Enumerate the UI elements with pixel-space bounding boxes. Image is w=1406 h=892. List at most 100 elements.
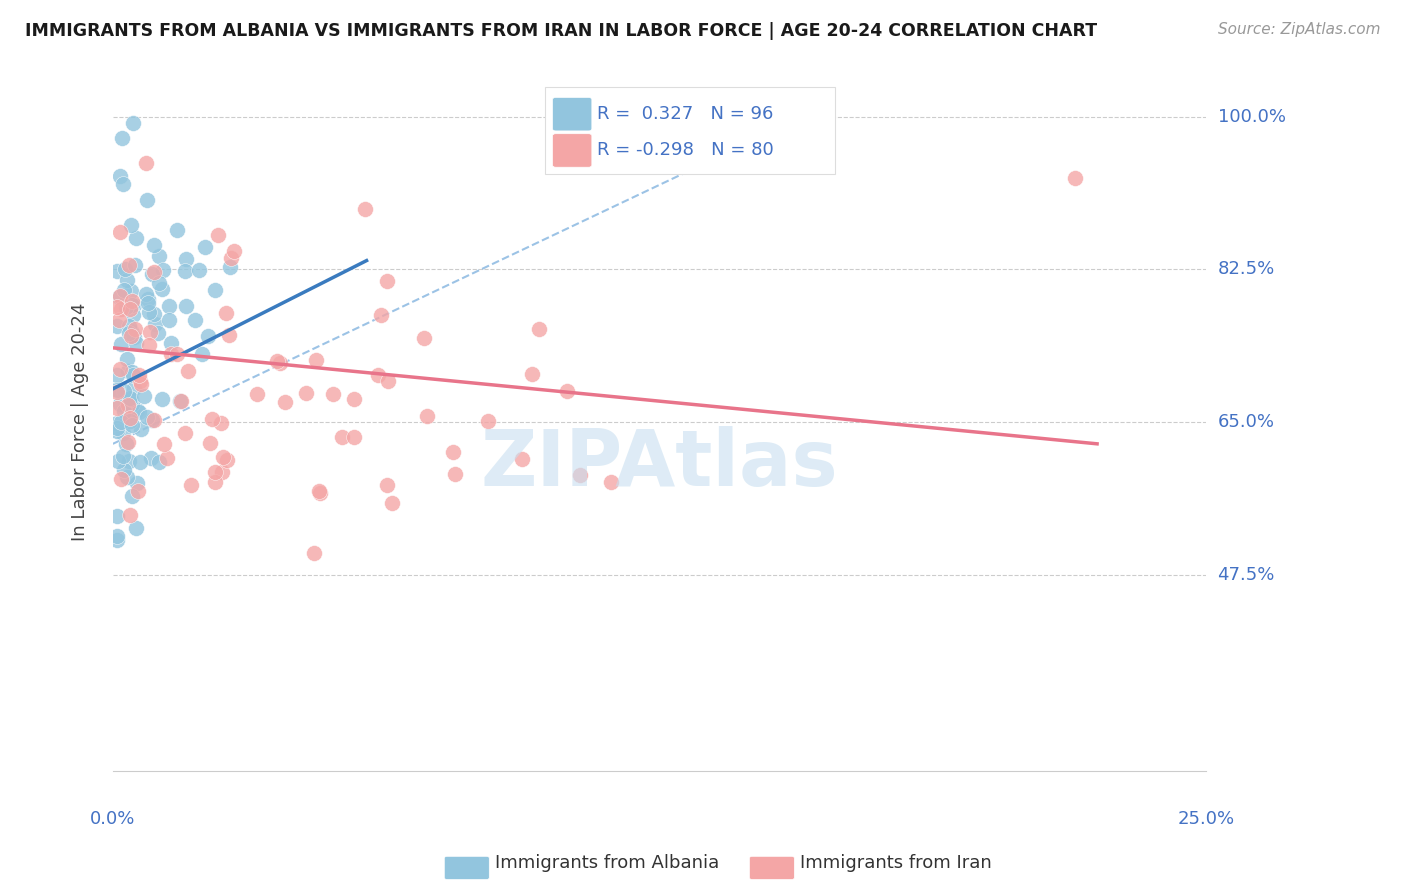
- Point: [110, 362, 132, 376]
- Point: [105, 382, 128, 396]
- Point: [129, 376, 152, 391]
- Point: [117, 258, 139, 272]
- Point: [141, 413, 163, 427]
- Point: [112, 463, 135, 477]
- Point: [108, 397, 131, 411]
- Point: [118, 453, 141, 467]
- Point: [177, 364, 200, 378]
- Text: Source: ZipAtlas.com: Source: ZipAtlas.com: [1218, 22, 1381, 37]
- Point: [120, 284, 142, 298]
- Point: [124, 258, 146, 272]
- Point: [201, 411, 224, 425]
- Point: [143, 307, 166, 321]
- Point: [105, 263, 128, 277]
- Point: [115, 352, 138, 367]
- Point: [143, 317, 166, 331]
- Point: [266, 354, 288, 368]
- Point: [128, 368, 150, 382]
- Point: [153, 437, 176, 451]
- Point: [377, 375, 399, 389]
- Point: [139, 450, 162, 465]
- Point: [215, 306, 238, 320]
- Point: [375, 274, 398, 288]
- Point: [105, 533, 128, 547]
- Point: [105, 318, 128, 333]
- Point: [122, 116, 145, 130]
- Point: [174, 252, 197, 266]
- Point: [138, 338, 160, 352]
- Point: [105, 421, 128, 435]
- Point: [115, 470, 138, 484]
- Point: [108, 313, 131, 327]
- Point: [204, 283, 226, 297]
- Point: [136, 409, 159, 424]
- Point: [121, 368, 143, 383]
- Point: [197, 329, 219, 343]
- Point: [555, 384, 578, 398]
- Point: [105, 300, 128, 314]
- Point: [148, 455, 170, 469]
- Point: [212, 450, 235, 464]
- Point: [120, 218, 142, 232]
- Point: [127, 475, 149, 490]
- Point: [110, 301, 132, 316]
- Text: 25.0%: 25.0%: [1178, 810, 1234, 828]
- Point: [308, 483, 330, 498]
- Point: [105, 368, 128, 382]
- Point: [166, 347, 188, 361]
- Point: [110, 225, 132, 239]
- Point: [110, 473, 132, 487]
- Point: [370, 309, 392, 323]
- Point: [111, 131, 134, 145]
- Point: [218, 260, 240, 274]
- Point: [166, 223, 188, 237]
- Point: [122, 298, 145, 312]
- Point: [343, 430, 366, 444]
- Point: [375, 477, 398, 491]
- Point: [114, 262, 136, 277]
- Point: [121, 417, 143, 432]
- Point: [125, 403, 148, 417]
- Point: [105, 424, 128, 438]
- Point: [108, 289, 131, 303]
- Point: [117, 399, 139, 413]
- Point: [105, 385, 128, 400]
- Point: [111, 177, 134, 191]
- Point: [173, 425, 195, 440]
- Point: [174, 264, 197, 278]
- Point: [169, 393, 191, 408]
- Point: [1064, 170, 1087, 185]
- Point: [569, 468, 592, 483]
- Y-axis label: In Labor Force | Age 20-24: In Labor Force | Age 20-24: [72, 302, 89, 541]
- Point: [152, 263, 174, 277]
- Point: [146, 326, 169, 340]
- Point: [129, 455, 152, 469]
- Text: 65.0%: 65.0%: [1218, 413, 1275, 431]
- Point: [207, 228, 229, 243]
- Point: [110, 415, 132, 429]
- Point: [120, 392, 142, 406]
- Point: [121, 489, 143, 503]
- Point: [218, 327, 240, 342]
- Point: [112, 384, 135, 398]
- Point: [194, 240, 217, 254]
- Point: [150, 282, 173, 296]
- Point: [520, 367, 543, 381]
- Point: [156, 450, 179, 465]
- Text: R =  0.327   N = 96: R = 0.327 N = 96: [598, 105, 773, 123]
- Point: [135, 155, 157, 169]
- Point: [295, 386, 318, 401]
- Point: [128, 405, 150, 419]
- Point: [477, 414, 499, 428]
- Point: [141, 268, 163, 282]
- Point: [143, 264, 166, 278]
- Point: [121, 308, 143, 322]
- Point: [444, 467, 467, 481]
- Point: [157, 312, 180, 326]
- Point: [148, 249, 170, 263]
- Text: 100.0%: 100.0%: [1218, 108, 1285, 126]
- Point: [354, 202, 377, 216]
- Point: [135, 193, 157, 207]
- Point: [120, 329, 142, 343]
- Text: 82.5%: 82.5%: [1218, 260, 1275, 278]
